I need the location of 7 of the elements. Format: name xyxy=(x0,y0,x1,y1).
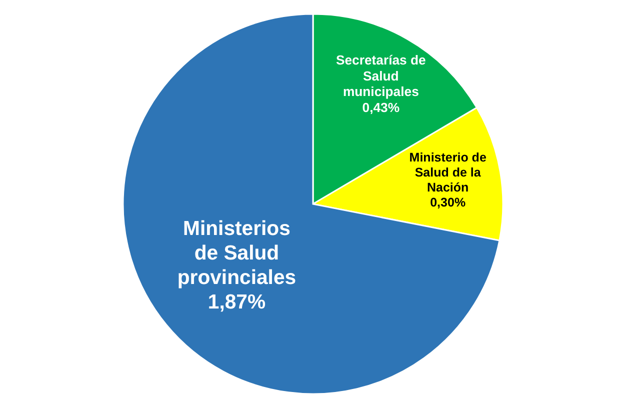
slice-label: Ministerio de Salud de la Nación xyxy=(409,150,486,195)
data-label: 1,87% xyxy=(208,292,266,314)
data-label: 0,43% xyxy=(362,100,400,116)
data-label: 0,30% xyxy=(430,196,466,210)
slice-label: Ministerios de Salud provinciales xyxy=(177,218,296,290)
pie-slice xyxy=(122,13,500,395)
slice-label: Secretarías de Salud municipales xyxy=(336,53,426,100)
